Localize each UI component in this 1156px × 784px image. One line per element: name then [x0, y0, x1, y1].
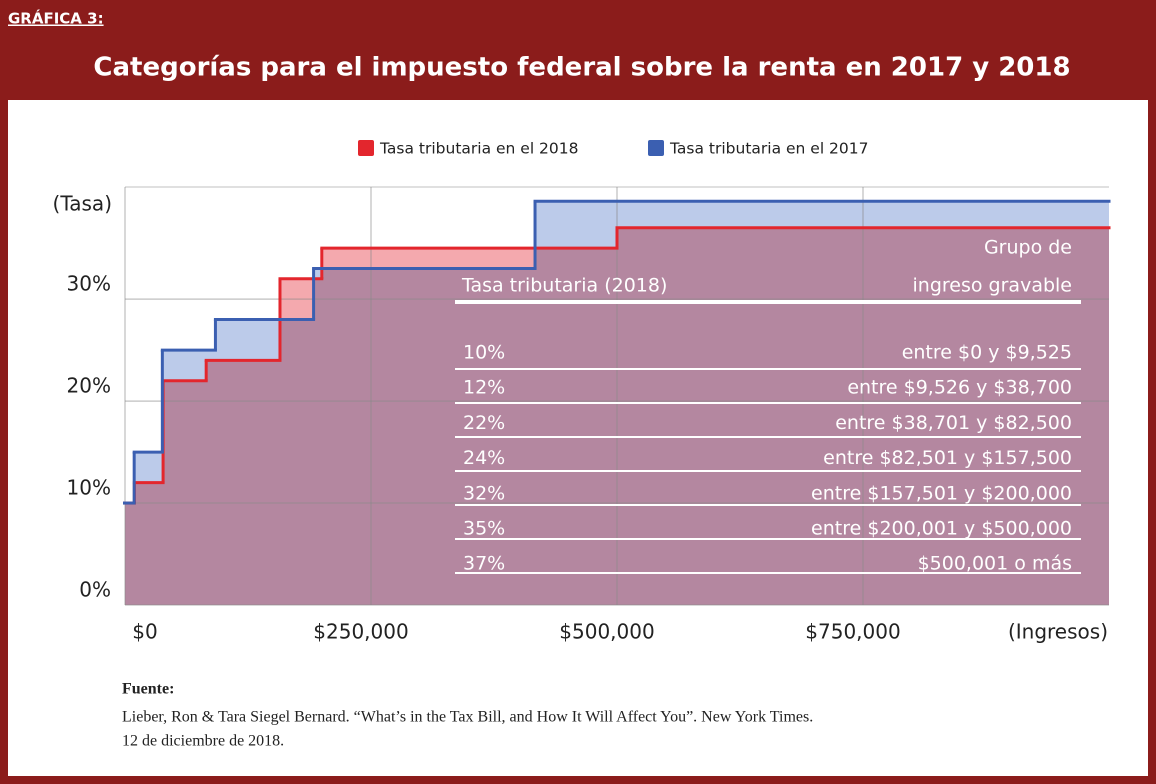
table-range: entre $157,501 y $200,000 — [811, 482, 1072, 504]
table-rate: 37% — [463, 553, 505, 575]
bracket-table: Tasa tributaria (2018) Grupo de ingreso gr… — [455, 237, 1081, 575]
table-rate: 24% — [463, 447, 505, 469]
table-range: entre $0 y $9,525 — [902, 342, 1072, 364]
legend: Tasa tributaria en el 2018 Tasa tributari… — [358, 140, 869, 158]
label: GRÁFICA 3: — [8, 9, 104, 28]
table-header: Grupo de — [984, 237, 1072, 259]
source-line: 12 de diciembre de 2018. — [122, 733, 284, 750]
y-axis-label: (Tasa) — [53, 192, 112, 216]
table-range: entre $38,701 y $82,500 — [835, 412, 1072, 434]
x-tick-label: $250,000 — [313, 620, 408, 644]
table-range: $500,001 o más — [918, 553, 1072, 575]
x-axis-label: (Ingresos) — [1008, 620, 1108, 644]
legend-label: Tasa tributaria en el 2018 — [379, 140, 579, 158]
table-header: ingreso gravable — [913, 275, 1072, 297]
grid — [124, 186, 1109, 606]
x-tick-label: $750,000 — [805, 620, 900, 644]
table-header: Tasa tributaria (2018) — [461, 275, 667, 297]
chart-title: Categorías para el impuesto federal sobr… — [93, 53, 1070, 83]
y-tick-label: 0% — [79, 578, 111, 602]
legend-label: Tasa tributaria en el 2017 — [669, 140, 869, 158]
table-rate: 22% — [463, 412, 505, 434]
table-rate: 35% — [463, 518, 505, 540]
table-range: entre $82,501 y $157,500 — [823, 447, 1072, 469]
table-range: entre $200,001 y $500,000 — [811, 518, 1072, 540]
legend-swatch — [648, 140, 664, 156]
table-rate: 10% — [463, 342, 505, 364]
legend-swatch — [358, 140, 374, 156]
y-tick-label: 30% — [67, 272, 111, 296]
source-heading: Fuente: — [122, 681, 174, 698]
x-tick-label: $0 — [132, 620, 157, 644]
x-tick-label: $500,000 — [559, 620, 654, 644]
source-line: Lieber, Ron & Tara Siegel Bernard. “What… — [122, 709, 813, 726]
table-rate: 32% — [463, 482, 505, 504]
lines — [123, 199, 1111, 505]
table-rate: 12% — [463, 377, 505, 399]
table-range: entre $9,526 y $38,700 — [847, 377, 1072, 399]
y-tick-label: 20% — [67, 374, 111, 398]
y-tick-label: 10% — [67, 476, 111, 500]
